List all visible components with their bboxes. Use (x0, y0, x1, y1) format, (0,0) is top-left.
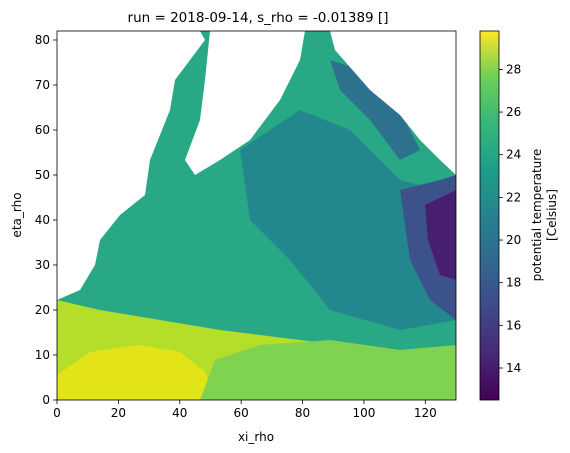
field-north-cool (240, 110, 456, 330)
y-tick-label: 60 (35, 123, 50, 137)
y-axis-ticks: 0 10 20 30 40 50 60 70 80 (35, 33, 57, 407)
y-tick-label: 80 (35, 33, 50, 47)
colorbar: 14 16 18 20 22 24 26 28 potential temperature [… (479, 30, 559, 401)
y-tick-label: 50 (35, 168, 50, 182)
colorbar-tick-label: 28 (506, 62, 521, 76)
y-tick-label: 20 (35, 303, 50, 317)
y-axis-label: eta_rho (10, 192, 24, 237)
colorbar-tick-label: 18 (506, 276, 521, 290)
land-mass-west (57, 31, 205, 300)
field-cool-filament (330, 60, 420, 160)
heatmap-field (57, 31, 456, 400)
colorbar-tick-label: 20 (506, 233, 521, 247)
colorbar-gradient (479, 30, 500, 401)
x-tick-label: 0 (53, 406, 61, 420)
land-island-north (330, 31, 456, 175)
y-tick-label: 70 (35, 78, 50, 92)
colorbar-label-line1: potential temperature (530, 149, 544, 282)
field-hot-core (57, 345, 215, 400)
x-tick-label: 80 (295, 406, 310, 420)
field-mid-green (200, 340, 456, 400)
y-tick-label: 30 (35, 258, 50, 272)
x-tick-label: 100 (352, 406, 375, 420)
colorbar-tick-label: 26 (506, 105, 521, 119)
x-tick-label: 120 (414, 406, 437, 420)
x-tick-label: 40 (172, 406, 187, 420)
colorbar-tick-label: 22 (506, 190, 521, 204)
y-tick-label: 0 (42, 393, 50, 407)
plot-frame (56, 30, 457, 401)
x-tick-label: 60 (234, 406, 249, 420)
x-tick-label: 20 (111, 406, 126, 420)
colorbar-label-line2: [Celsius] (545, 189, 559, 241)
land-mass-north (185, 31, 305, 175)
y-tick-label: 10 (35, 348, 50, 362)
x-axis-ticks: 0 20 40 60 80 100 120 (53, 400, 437, 420)
chart-title: run = 2018-09-14, s_rho = -0.01389 [] (128, 10, 389, 26)
field-coldest (425, 190, 456, 280)
colorbar-tick-label: 24 (506, 148, 521, 162)
colorbar-tick-label: 16 (506, 318, 521, 332)
y-tick-label: 40 (35, 213, 50, 227)
colorbar-ticks: 14 16 18 20 22 24 26 28 (499, 62, 521, 375)
x-axis-label: xi_rho (238, 430, 274, 444)
colorbar-tick-label: 14 (506, 361, 521, 375)
